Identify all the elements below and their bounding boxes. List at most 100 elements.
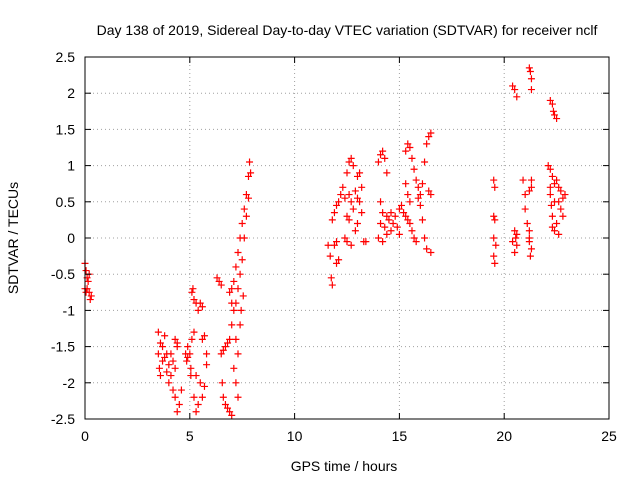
data-point	[187, 372, 195, 380]
data-point	[190, 296, 198, 304]
data-point	[242, 212, 250, 220]
data-point	[511, 248, 519, 256]
data-point	[356, 169, 364, 177]
data-point	[333, 259, 341, 267]
data-point	[356, 198, 364, 206]
data-point	[349, 205, 357, 213]
data-point	[215, 277, 223, 285]
data-point	[404, 140, 412, 148]
data-point	[490, 252, 498, 260]
data-point	[414, 183, 422, 191]
data-point	[232, 379, 240, 387]
data-point	[546, 191, 554, 199]
data-point	[377, 220, 385, 228]
data-point	[546, 183, 554, 191]
data-point	[526, 67, 534, 75]
data-point	[553, 115, 561, 123]
data-point	[347, 154, 355, 162]
data-point	[383, 169, 391, 177]
data-point	[527, 176, 535, 184]
data-point	[188, 335, 196, 343]
data-point	[217, 350, 225, 358]
data-point	[408, 154, 416, 162]
data-point	[198, 335, 206, 343]
data-point	[423, 140, 431, 148]
data-point	[387, 209, 395, 217]
data-point	[171, 393, 179, 401]
data-point	[188, 288, 196, 296]
data-point	[161, 332, 169, 340]
data-point	[395, 230, 403, 238]
data-point	[230, 364, 238, 372]
data-point	[546, 165, 554, 173]
data-point	[527, 245, 535, 253]
data-point	[87, 292, 95, 300]
data-point	[491, 216, 499, 224]
data-point	[402, 212, 410, 220]
data-point	[341, 234, 349, 242]
data-point	[347, 241, 355, 249]
data-point	[521, 205, 529, 213]
data-point	[544, 162, 552, 170]
x-tick-label: 25	[601, 428, 617, 444]
data-point	[236, 321, 244, 329]
data-point	[328, 216, 336, 224]
data-point	[353, 194, 361, 202]
data-point	[349, 162, 357, 170]
data-point	[406, 144, 414, 151]
y-tick-label: -0.5	[51, 266, 75, 282]
data-point	[412, 238, 420, 246]
data-point	[238, 220, 246, 228]
data-point	[228, 299, 236, 307]
y-tick-label: 2.5	[56, 49, 76, 65]
data-point	[217, 281, 225, 289]
x-tick-label: 10	[287, 428, 303, 444]
data-point	[400, 209, 408, 217]
data-point	[379, 147, 387, 155]
data-point	[548, 100, 556, 108]
data-point	[165, 361, 173, 369]
data-point	[156, 372, 164, 380]
data-point	[404, 191, 412, 199]
axis-ticks: 0 5 10 15 20 25 -2.5 -2 -1.5 -1 -0.5 0 0.5 1 1.5 2 2.5	[51, 49, 617, 444]
data-point	[163, 368, 171, 376]
data-point	[402, 180, 410, 188]
data-point	[416, 201, 424, 209]
data-point	[358, 183, 366, 191]
data-point	[523, 220, 531, 228]
data-point	[416, 191, 424, 199]
data-point	[203, 350, 211, 358]
data-point	[339, 183, 347, 191]
data-point	[381, 223, 389, 231]
data-point	[385, 216, 393, 224]
data-point	[240, 234, 248, 242]
data-point	[425, 187, 433, 195]
data-point	[238, 256, 246, 264]
data-point	[408, 227, 416, 235]
data-point	[345, 216, 353, 224]
data-point	[351, 187, 359, 195]
data-point	[548, 172, 556, 180]
data-point	[154, 350, 162, 358]
data-point	[335, 198, 343, 206]
data-point	[351, 227, 359, 235]
data-point	[177, 386, 185, 394]
data-point	[343, 212, 351, 220]
data-point	[547, 201, 555, 209]
data-point	[230, 277, 238, 285]
data-point	[190, 328, 198, 336]
data-point	[232, 335, 240, 343]
data-point	[509, 82, 517, 90]
data-point	[169, 386, 177, 394]
data-point	[239, 292, 247, 300]
y-tick-label: 0.5	[56, 194, 76, 210]
data-point	[183, 357, 191, 365]
data-point	[377, 198, 385, 206]
data-point	[190, 393, 198, 401]
data-point	[389, 220, 397, 228]
data-point	[555, 230, 563, 238]
data-point	[427, 248, 435, 256]
data-point	[247, 169, 255, 177]
data-point	[509, 238, 517, 246]
